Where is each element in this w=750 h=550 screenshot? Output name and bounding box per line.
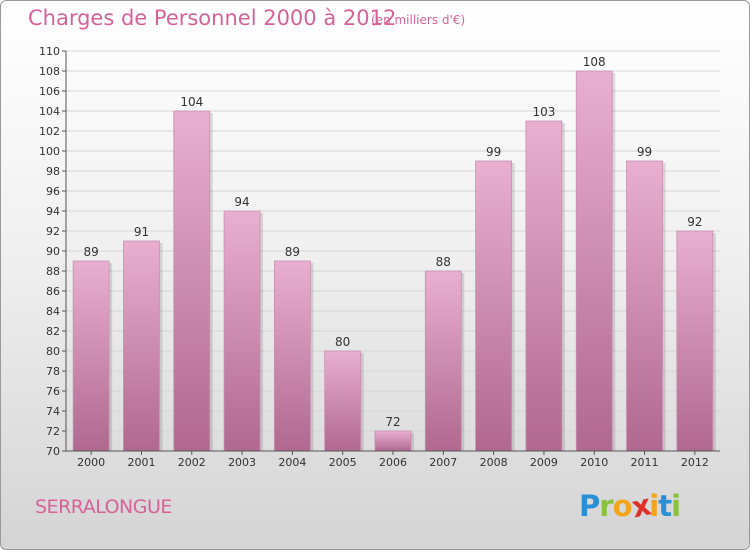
bar-2005	[324, 350, 362, 452]
x-tick-label: 2008	[480, 456, 508, 469]
bar-2002	[173, 110, 211, 452]
x-tick-label: 2006	[379, 456, 407, 469]
y-tick-label: 110	[39, 45, 60, 58]
value-label: 80	[335, 335, 350, 349]
x-tick-label: 2009	[530, 456, 558, 469]
y-tick-label: 84	[46, 305, 60, 318]
y-tick-label: 108	[39, 65, 60, 78]
y-tick-label: 76	[46, 385, 60, 398]
logo-letter: o	[612, 489, 633, 523]
y-tick-label: 74	[46, 405, 60, 418]
chart-subtitle: (en milliers d'€)	[371, 13, 466, 27]
bar-2009	[525, 120, 563, 452]
value-label: 103	[532, 105, 555, 119]
logo-letter: t	[658, 489, 672, 523]
logo-letter: i	[671, 489, 681, 523]
value-label: 89	[84, 245, 99, 259]
y-tick-label: 90	[46, 245, 60, 258]
y-tick-label: 88	[46, 265, 60, 278]
logo-letter: P	[579, 489, 600, 523]
value-label: 88	[436, 255, 451, 269]
y-tick-label: 102	[39, 125, 60, 138]
logo-letter: r	[599, 489, 613, 523]
y-tick-label: 98	[46, 165, 60, 178]
y-tick-label: 86	[46, 285, 60, 298]
bar-2006	[374, 430, 412, 452]
y-tick-label: 104	[39, 105, 60, 118]
bar-2012	[676, 230, 714, 452]
value-label: 91	[134, 225, 149, 239]
bar-2003	[223, 210, 261, 452]
value-label: 72	[385, 415, 400, 429]
value-label: 92	[687, 215, 702, 229]
x-tick-label: 2010	[580, 456, 608, 469]
y-tick-label: 94	[46, 205, 60, 218]
bar-2000	[72, 260, 110, 452]
value-label: 89	[285, 245, 300, 259]
y-tick-label: 96	[46, 185, 60, 198]
x-tick-label: 2011	[631, 456, 659, 469]
y-tick-label: 80	[46, 345, 60, 358]
y-tick-label: 78	[46, 365, 60, 378]
chart-title: Charges de Personnel 2000 à 2012	[28, 6, 397, 30]
x-tick-label: 2002	[178, 456, 206, 469]
value-label: 104	[180, 95, 203, 109]
x-tick-label: 2007	[429, 456, 457, 469]
x-tick-label: 2003	[228, 456, 256, 469]
bar-2004	[273, 260, 311, 452]
x-tick-label: 2000	[77, 456, 105, 469]
bar-2010	[575, 70, 613, 452]
logo-letter: i	[649, 489, 659, 523]
bar-2001	[123, 240, 160, 452]
value-label: 94	[234, 195, 249, 209]
x-tick-label: 2004	[278, 456, 306, 469]
proxiti-logo: Proxiti	[579, 488, 681, 525]
value-label: 99	[486, 145, 501, 159]
value-label: 99	[637, 145, 652, 159]
town-name: SERRALONGUE	[35, 496, 172, 518]
x-tick-label: 2001	[127, 456, 155, 469]
value-label: 108	[583, 55, 606, 69]
y-tick-label: 82	[46, 325, 60, 338]
x-tick-label: 2012	[681, 456, 709, 469]
bar-2007	[424, 270, 462, 452]
y-tick-label: 92	[46, 225, 60, 238]
y-tick-label: 70	[46, 445, 60, 458]
y-tick-label: 72	[46, 425, 60, 438]
x-tick-label: 2005	[329, 456, 357, 469]
bar-2011	[626, 160, 663, 452]
y-tick-label: 100	[39, 145, 60, 158]
y-tick-label: 106	[39, 85, 60, 98]
bar-2008	[475, 160, 513, 452]
